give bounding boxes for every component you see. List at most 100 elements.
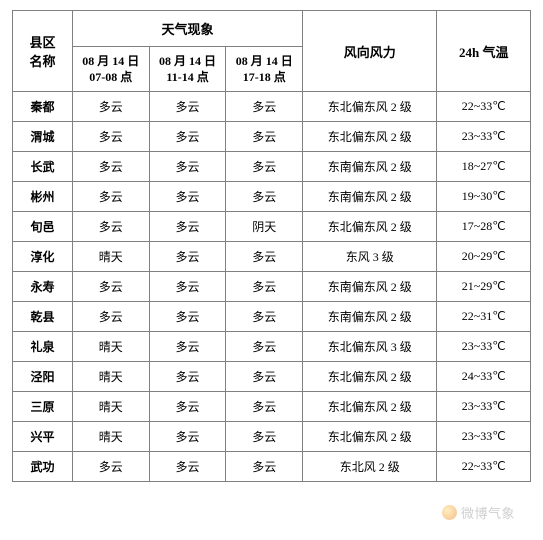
cell-county: 泾阳	[13, 362, 73, 392]
cell-wind: 东北偏东风 3 级	[303, 332, 437, 362]
cell-wind: 东北偏东风 2 级	[303, 92, 437, 122]
cell-wind: 东北偏东风 2 级	[303, 212, 437, 242]
cell-wx1: 多云	[72, 212, 149, 242]
cell-wind: 东风 3 级	[303, 242, 437, 272]
cell-county: 旬邑	[13, 212, 73, 242]
cell-wx1: 晴天	[72, 362, 149, 392]
cell-wx3: 多云	[226, 392, 303, 422]
cell-county: 三原	[13, 392, 73, 422]
cell-county: 渭城	[13, 122, 73, 152]
cell-county: 淳化	[13, 242, 73, 272]
header-temp: 24h 气温	[437, 11, 531, 92]
cell-temp: 17~28℃	[437, 212, 531, 242]
cell-wind: 东北偏东风 2 级	[303, 392, 437, 422]
cell-wx3: 多云	[226, 152, 303, 182]
cell-wind: 东北偏东风 2 级	[303, 122, 437, 152]
cell-wx3: 多云	[226, 302, 303, 332]
cell-wx1: 晴天	[72, 242, 149, 272]
cell-temp: 23~33℃	[437, 122, 531, 152]
cell-wx3: 多云	[226, 422, 303, 452]
cell-wind: 东南偏东风 2 级	[303, 302, 437, 332]
cell-county: 武功	[13, 452, 73, 482]
table-header: 县区名称 天气现象 风向风力 24h 气温 08 月 14 日07-08 点 0…	[13, 11, 531, 92]
header-weather-group: 天气现象	[72, 11, 302, 47]
cell-wx1: 晴天	[72, 392, 149, 422]
weibo-logo-icon	[442, 505, 457, 520]
cell-wx1: 多云	[72, 152, 149, 182]
cell-wx3: 多云	[226, 362, 303, 392]
cell-wx2: 多云	[149, 92, 226, 122]
watermark-text: 微博气象	[461, 503, 515, 522]
cell-wind: 东北偏东风 2 级	[303, 362, 437, 392]
cell-wx2: 多云	[149, 242, 226, 272]
cell-temp: 23~33℃	[437, 332, 531, 362]
table-row: 三原晴天多云多云东北偏东风 2 级23~33℃	[13, 392, 531, 422]
cell-wx2: 多云	[149, 452, 226, 482]
table-row: 礼泉晴天多云多云东北偏东风 3 级23~33℃	[13, 332, 531, 362]
cell-county: 永寿	[13, 272, 73, 302]
cell-county: 礼泉	[13, 332, 73, 362]
cell-temp: 22~33℃	[437, 452, 531, 482]
cell-wx3: 多云	[226, 92, 303, 122]
cell-temp: 18~27℃	[437, 152, 531, 182]
header-wx-3: 08 月 14 日17-18 点	[226, 47, 303, 92]
cell-wx1: 晴天	[72, 422, 149, 452]
cell-wind: 东南偏东风 2 级	[303, 272, 437, 302]
forecast-table: 县区名称 天气现象 风向风力 24h 气温 08 月 14 日07-08 点 0…	[12, 10, 531, 482]
cell-temp: 23~33℃	[437, 422, 531, 452]
table-body: 秦都多云多云多云东北偏东风 2 级22~33℃渭城多云多云多云东北偏东风 2 级…	[13, 92, 531, 482]
cell-temp: 24~33℃	[437, 362, 531, 392]
cell-wx1: 晴天	[72, 332, 149, 362]
cell-temp: 23~33℃	[437, 392, 531, 422]
cell-wind: 东南偏东风 2 级	[303, 182, 437, 212]
table-row: 乾县多云多云多云东南偏东风 2 级22~31℃	[13, 302, 531, 332]
cell-wind: 东南偏东风 2 级	[303, 152, 437, 182]
cell-wx1: 多云	[72, 182, 149, 212]
cell-wx3: 多云	[226, 122, 303, 152]
table-row: 武功多云多云多云东北风 2 级22~33℃	[13, 452, 531, 482]
cell-wind: 东北风 2 级	[303, 452, 437, 482]
header-county: 县区名称	[13, 11, 73, 92]
cell-county: 兴平	[13, 422, 73, 452]
cell-wx1: 多云	[72, 452, 149, 482]
header-wx-2: 08 月 14 日11-14 点	[149, 47, 226, 92]
header-wx-1: 08 月 14 日07-08 点	[72, 47, 149, 92]
table-row: 秦都多云多云多云东北偏东风 2 级22~33℃	[13, 92, 531, 122]
table-row: 淳化晴天多云多云东风 3 级20~29℃	[13, 242, 531, 272]
cell-temp: 19~30℃	[437, 182, 531, 212]
cell-wx2: 多云	[149, 272, 226, 302]
cell-wx3: 多云	[226, 182, 303, 212]
cell-temp: 21~29℃	[437, 272, 531, 302]
cell-wx2: 多云	[149, 332, 226, 362]
table-row: 兴平晴天多云多云东北偏东风 2 级23~33℃	[13, 422, 531, 452]
cell-wx2: 多云	[149, 152, 226, 182]
cell-wx3: 多云	[226, 272, 303, 302]
cell-wx3: 多云	[226, 332, 303, 362]
cell-wx2: 多云	[149, 392, 226, 422]
cell-temp: 22~31℃	[437, 302, 531, 332]
cell-wx1: 多云	[72, 302, 149, 332]
cell-wx3: 多云	[226, 452, 303, 482]
table-row: 长武多云多云多云东南偏东风 2 级18~27℃	[13, 152, 531, 182]
cell-wx2: 多云	[149, 302, 226, 332]
table-row: 永寿多云多云多云东南偏东风 2 级21~29℃	[13, 272, 531, 302]
table-row: 旬邑多云多云阴天东北偏东风 2 级17~28℃	[13, 212, 531, 242]
cell-wx1: 多云	[72, 122, 149, 152]
cell-wx2: 多云	[149, 212, 226, 242]
cell-temp: 20~29℃	[437, 242, 531, 272]
cell-wx2: 多云	[149, 122, 226, 152]
cell-wx2: 多云	[149, 182, 226, 212]
cell-wx1: 多云	[72, 92, 149, 122]
watermark: 微博气象	[442, 503, 515, 522]
cell-county: 秦都	[13, 92, 73, 122]
cell-wind: 东北偏东风 2 级	[303, 422, 437, 452]
cell-wx2: 多云	[149, 362, 226, 392]
table-row: 渭城多云多云多云东北偏东风 2 级23~33℃	[13, 122, 531, 152]
cell-wx1: 多云	[72, 272, 149, 302]
cell-county: 长武	[13, 152, 73, 182]
header-wind: 风向风力	[303, 11, 437, 92]
table-row: 泾阳晴天多云多云东北偏东风 2 级24~33℃	[13, 362, 531, 392]
cell-county: 彬州	[13, 182, 73, 212]
cell-wx3: 多云	[226, 242, 303, 272]
cell-temp: 22~33℃	[437, 92, 531, 122]
